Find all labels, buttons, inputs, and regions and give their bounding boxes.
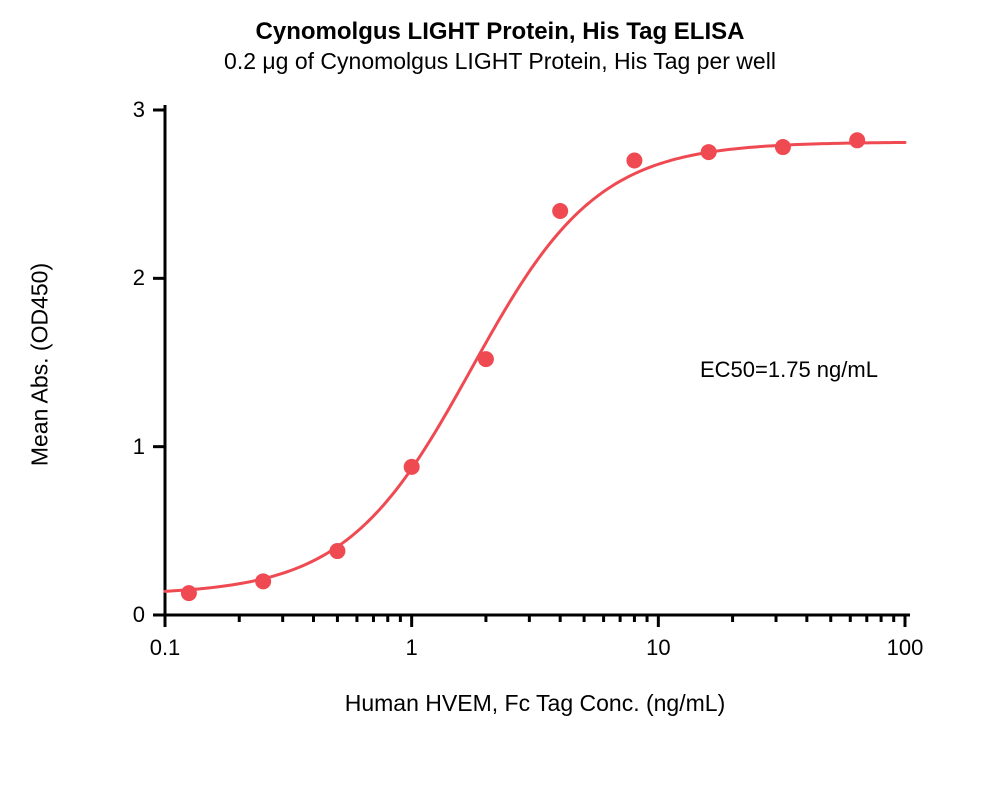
elisa-chart: Cynomolgus LIGHT Protein, His Tag ELISA … [0, 0, 1000, 791]
x-tick-label: 100 [875, 635, 935, 661]
x-tick-label: 1 [382, 635, 442, 661]
x-tick-label: 0.1 [135, 635, 195, 661]
y-tick-label: 2 [133, 265, 145, 291]
plot-svg [0, 0, 1000, 791]
y-tick-label: 0 [133, 602, 145, 628]
x-tick-label: 10 [628, 635, 688, 661]
y-tick-label: 3 [133, 97, 145, 123]
y-tick-label: 1 [133, 434, 145, 460]
